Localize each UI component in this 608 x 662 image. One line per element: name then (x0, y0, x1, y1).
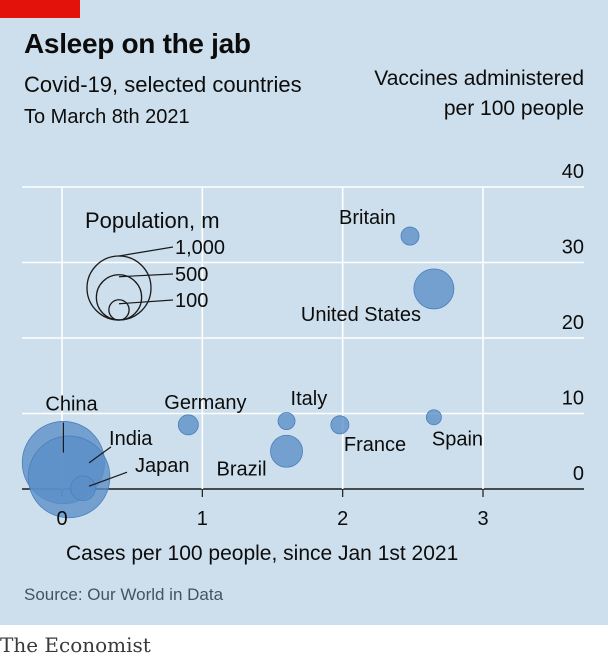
y-tick-label-10: 10 (562, 388, 584, 410)
y-tick-label-20: 20 (562, 312, 584, 334)
point-label-britain: Britain (339, 207, 396, 229)
chart-dateline: To March 8th 2021 (24, 106, 190, 128)
label-layer: China India Japan Brazil Germany Italy France S… (45, 207, 483, 487)
bubble-italy (277, 412, 296, 430)
bubble-brazil (270, 434, 303, 468)
x-tick-label-2: 2 (337, 508, 348, 530)
point-label-india: India (109, 428, 153, 450)
x-tick-label-0: 0 (56, 508, 67, 530)
y-tick-label-30: 30 (562, 237, 584, 259)
x-axis-label: Cases per 100 people, since Jan 1st 2021 (66, 542, 459, 565)
y-tick-label-40: 40 (562, 161, 584, 183)
tick-layer: 0 10 20 30 40 0 1 2 3 (56, 161, 584, 530)
bubble-spain (425, 409, 442, 426)
size-legend-leader-1000 (118, 246, 174, 257)
y-axis-label: Vaccines administered per 100 people (374, 67, 584, 120)
size-legend-label-1000: 1,000 (175, 237, 225, 259)
point-label-italy: Italy (291, 388, 328, 410)
chart-subtitle: Covid-19, selected countries (24, 72, 302, 97)
bubble-india (27, 435, 111, 519)
x-tick-label-3: 3 (477, 508, 488, 530)
leader-japan (88, 471, 128, 487)
size-legend-circle-100 (108, 299, 130, 321)
point-label-brazil: Brazil (217, 458, 267, 480)
point-label-china: China (45, 394, 98, 416)
point-label-japan: Japan (135, 455, 190, 477)
size-legend-title: Population, m (85, 208, 220, 233)
leader-india (88, 446, 112, 464)
bubble-united-states (413, 268, 455, 310)
bubble-france (330, 415, 350, 435)
bubble-britain (400, 226, 420, 246)
bubble-japan (70, 475, 96, 501)
source-note: Source: Our World in Data (24, 585, 224, 604)
bubble-germany (177, 414, 199, 436)
point-label-spain: Spain (432, 428, 483, 450)
size-legend-leader-100 (118, 299, 174, 305)
chart-title: Asleep on the jab (24, 28, 251, 59)
publisher-brand: The Economist (0, 633, 151, 657)
point-label-united-states: United States (301, 304, 421, 326)
x-tick-label-1: 1 (197, 508, 208, 530)
size-legend-circle-1000 (86, 255, 152, 321)
size-legend: Population, m 1,000 500 100 (85, 208, 225, 321)
point-label-germany: Germany (164, 392, 246, 414)
size-legend-leader-500 (118, 273, 174, 278)
size-legend-circle-500 (95, 274, 143, 321)
size-legend-label-100: 100 (175, 290, 208, 312)
bubble-layer (21, 226, 455, 519)
point-label-france: France (344, 434, 406, 456)
size-legend-label-500: 500 (175, 264, 208, 286)
brand-red-tag (0, 0, 80, 18)
y-tick-label-0: 0 (573, 463, 584, 485)
